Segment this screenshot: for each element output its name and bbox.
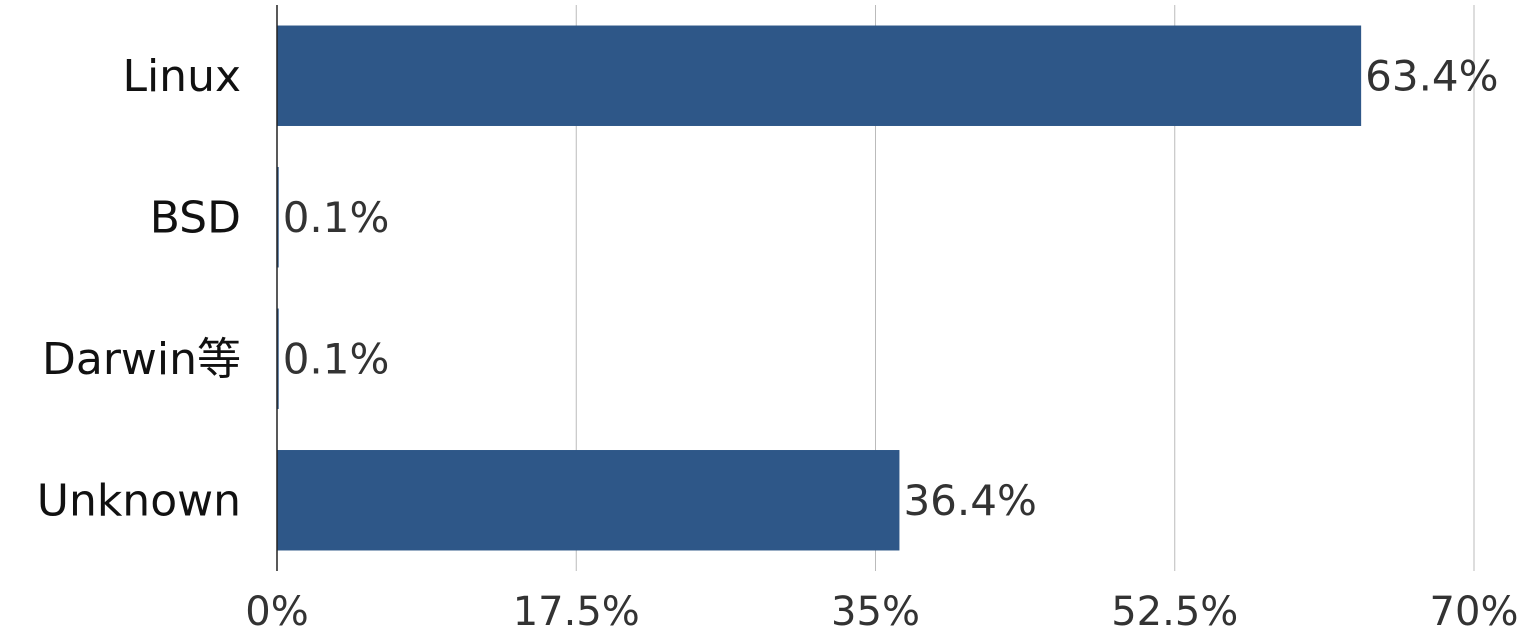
bar [277, 167, 279, 268]
y-tick-label: Unknown [37, 475, 241, 526]
value-label: 63.4% [1365, 51, 1498, 100]
bar [277, 450, 900, 551]
x-tick-label: 0% [245, 589, 308, 635]
value-label: 0.1% [283, 334, 390, 383]
x-tick-label: 35% [831, 589, 920, 635]
x-tick-label: 17.5% [513, 589, 640, 635]
value-label: 0.1% [283, 193, 390, 242]
y-tick-label: Darwin等 [42, 334, 241, 385]
y-tick-label: BSD [150, 192, 241, 243]
value-label: 36.4% [903, 476, 1036, 525]
bar [277, 25, 1362, 126]
bar [277, 308, 279, 409]
x-tick-label: 52.5% [1111, 589, 1238, 635]
x-tick-label: 70% [1430, 589, 1519, 635]
y-tick-label: Linux [122, 51, 241, 102]
